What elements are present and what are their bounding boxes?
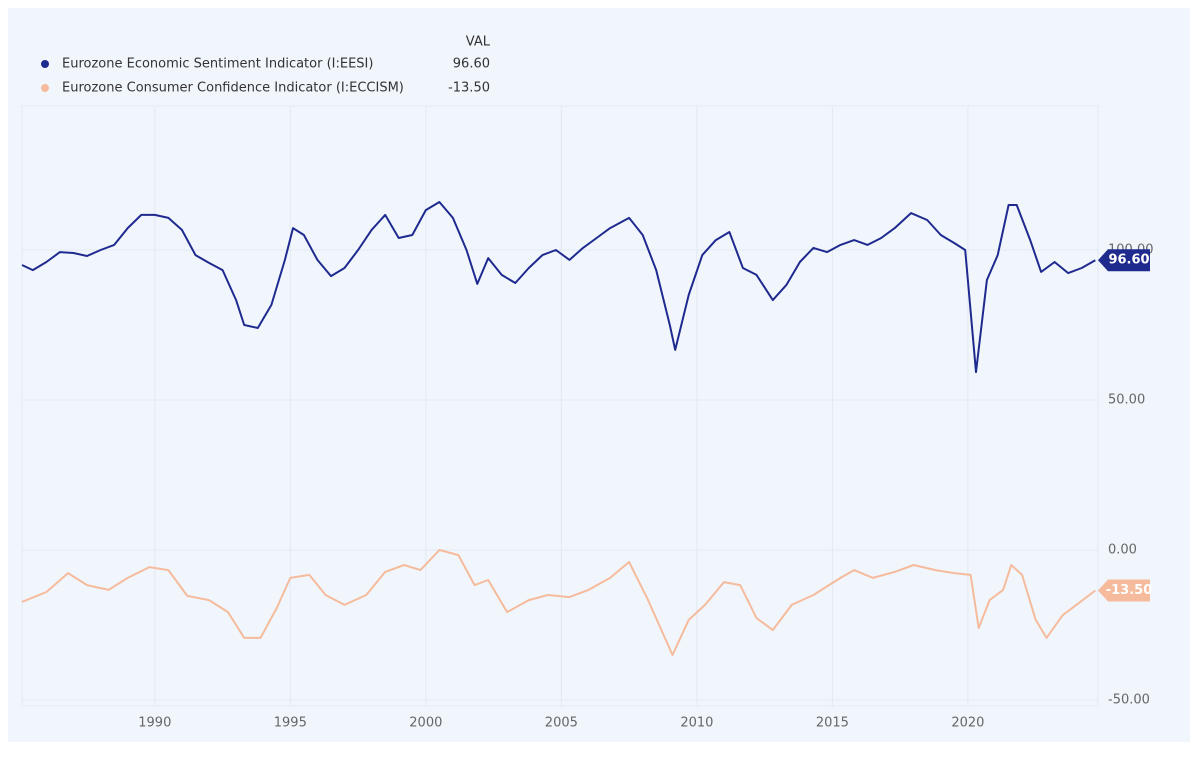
legend-value: 96.60: [453, 57, 490, 72]
x-tick-label: 1995: [274, 716, 307, 731]
legend-value: -13.50: [448, 81, 490, 96]
x-tick-label: 1990: [138, 716, 171, 731]
x-tick-label: 2015: [816, 716, 849, 731]
x-tick-label: 2010: [680, 716, 713, 731]
x-tick-label: 2005: [545, 716, 578, 731]
y-tick-label: 0.00: [1108, 543, 1137, 558]
legend-marker: [41, 60, 49, 68]
legend-label: Eurozone Consumer Confidence Indicator (…: [62, 81, 404, 96]
y-tick-label: 50.00: [1108, 393, 1145, 408]
legend-marker: [41, 84, 49, 92]
legend-label: Eurozone Economic Sentiment Indicator (I…: [62, 57, 373, 72]
last-value-label: 96.60: [1108, 253, 1149, 268]
legend-header: VAL: [466, 35, 491, 50]
last-value-label: -13.50: [1106, 583, 1153, 598]
y-tick-label: -50.00: [1108, 693, 1150, 708]
chart: VAL -50.000.0050.00100.00199019952000200…: [0, 0, 1197, 757]
x-tick-label: 2020: [951, 716, 984, 731]
x-tick-label: 2000: [409, 716, 442, 731]
page: VAL -50.000.0050.00100.00199019952000200…: [0, 0, 1197, 757]
chart-background: [8, 8, 1190, 742]
